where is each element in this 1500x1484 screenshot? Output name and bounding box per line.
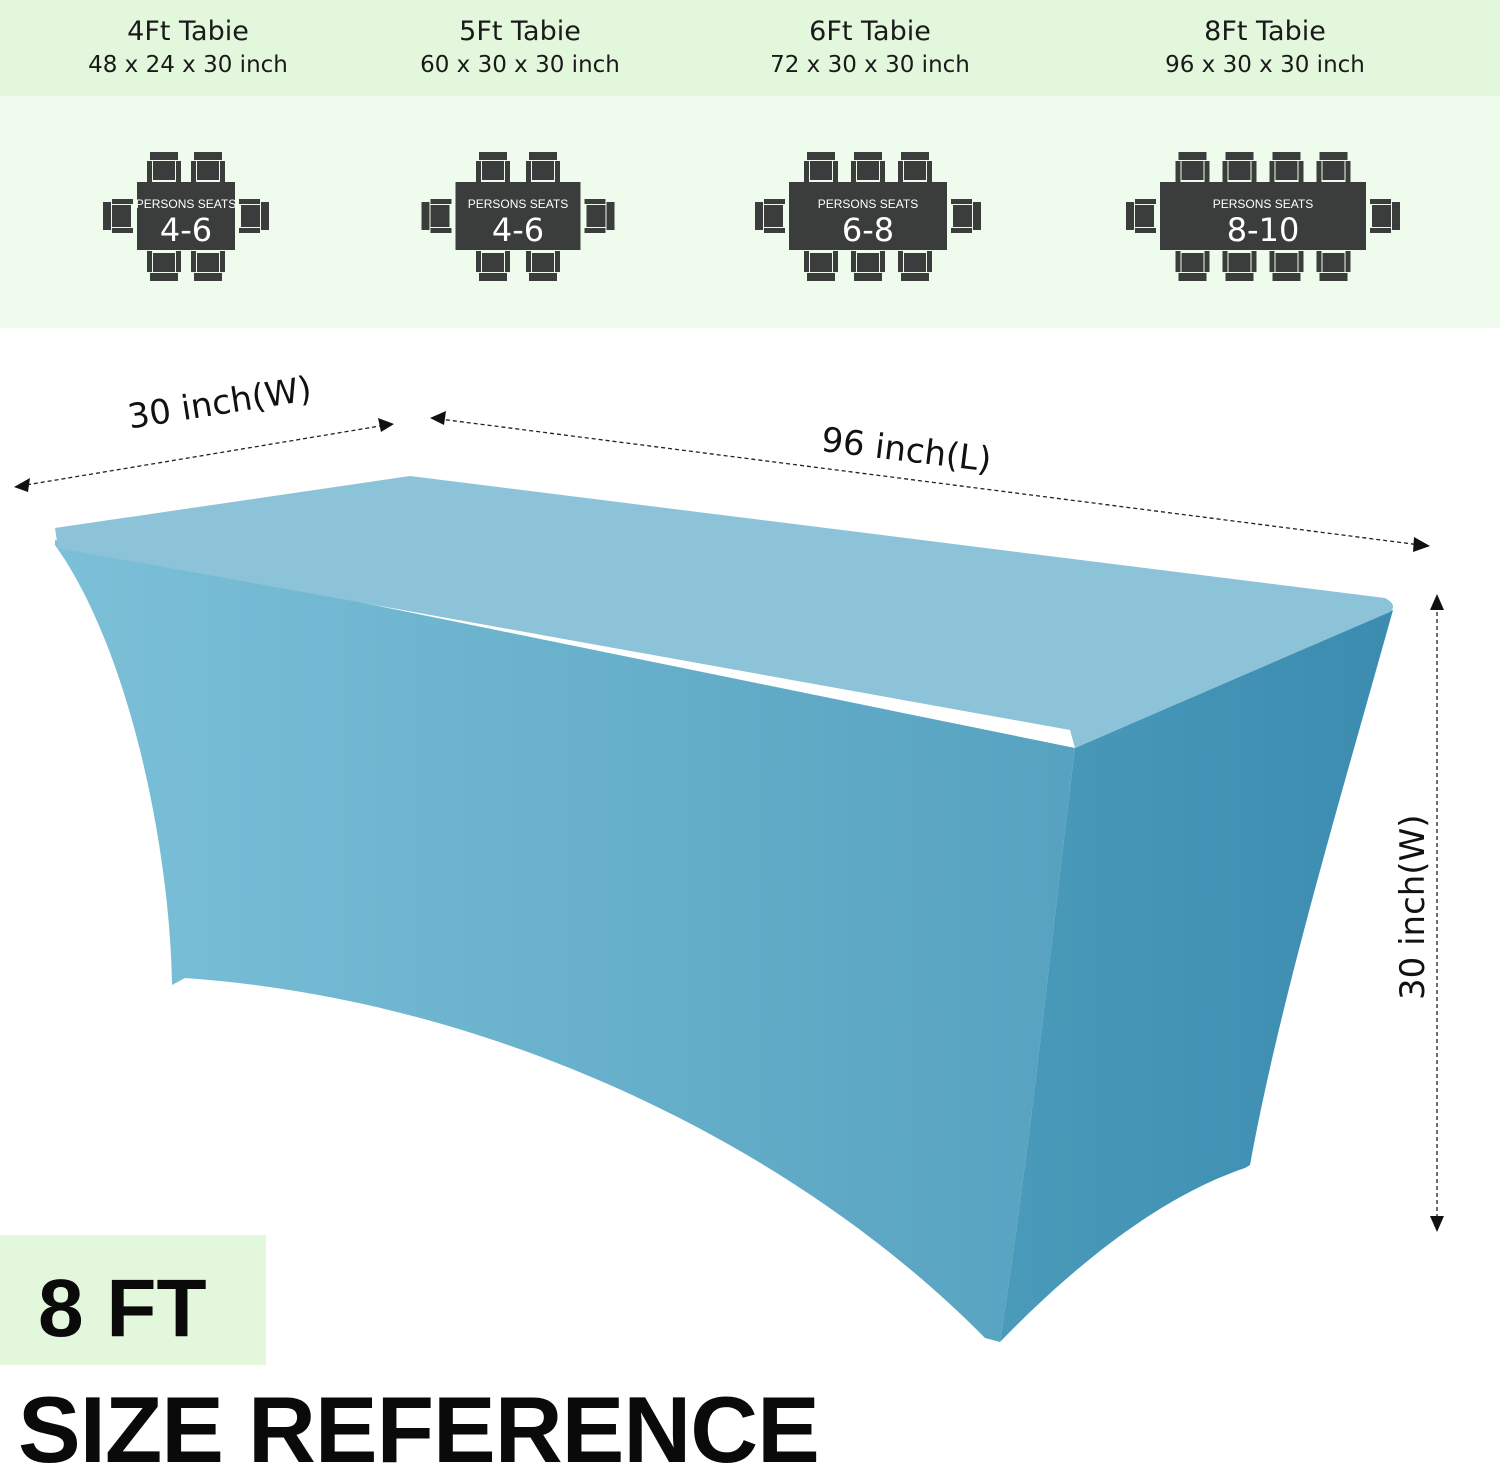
chair-icon: [804, 251, 838, 281]
chair-icon: [103, 199, 133, 233]
table-top-face: [55, 476, 1394, 748]
chair-icon: [526, 152, 560, 182]
chair-icon: [1175, 152, 1210, 182]
table-front-face: [55, 540, 1075, 1342]
table-icon: [455, 182, 581, 250]
seats-count: 4-6: [160, 211, 212, 249]
chair-icon: [1316, 152, 1351, 182]
size-6ft: 6Ft Tabie 72 x 30 x 30 inch: [720, 14, 1020, 80]
chair-icon: [1222, 152, 1257, 182]
seats-count: 4-6: [492, 211, 544, 249]
chair-icon: [1269, 152, 1304, 182]
chair-icon: [1126, 199, 1156, 233]
chair-icon: [191, 152, 225, 182]
chair-icon: [147, 251, 181, 281]
chair-icon: [804, 152, 838, 182]
size-badge-text: 8 FT: [38, 1263, 207, 1354]
chair-icon: [851, 251, 885, 281]
seats-label: PERSONS SEATS: [136, 197, 236, 211]
seats-count: 6-8: [842, 211, 894, 249]
height-dimension-label: 30 inch(W): [1393, 814, 1433, 1000]
size-title: 5Ft Tabie: [459, 16, 581, 47]
chair-icon: [584, 199, 615, 233]
header-band: [0, 0, 1500, 96]
chair-icon: [1370, 199, 1400, 233]
size-title: 4Ft Tabie: [127, 16, 249, 47]
chair-icon: [147, 152, 181, 182]
chair-icon: [526, 251, 560, 281]
size-5ft: 5Ft Tabie 60 x 30 x 30 inch: [370, 14, 670, 80]
size-title: 6Ft Tabie: [809, 16, 931, 47]
seats-label: PERSONS SEATS: [818, 197, 918, 211]
chair-icon: [191, 251, 225, 281]
size-badge: [0, 1235, 266, 1365]
size-dims: 48 x 24 x 30 inch: [88, 52, 288, 78]
chair-icon: [951, 199, 981, 233]
size-8ft: 8Ft Tabie 96 x 30 x 30 inch: [1115, 14, 1415, 80]
page-heading: SIZE REFERENCE: [18, 1377, 820, 1482]
seats-count: 8-10: [1227, 211, 1300, 249]
chair-icon: [476, 251, 510, 281]
size-title: 8Ft Tabie: [1204, 16, 1326, 47]
chair-icon: [421, 199, 452, 233]
chair-icon: [239, 199, 269, 233]
chair-icon: [851, 152, 885, 182]
size-4ft: 4Ft Tabie 48 x 24 x 30 inch: [38, 14, 338, 80]
table-side-face: [1000, 610, 1393, 1342]
chair-icon: [1175, 251, 1210, 281]
size-dims: 60 x 30 x 30 inch: [420, 52, 620, 78]
table-icon: [137, 182, 235, 250]
chair-icon: [1269, 251, 1304, 281]
chair-icon: [898, 251, 932, 281]
chair-icon: [1222, 251, 1257, 281]
table-icon: [789, 182, 947, 250]
seats-label: PERSONS SEATS: [1213, 197, 1313, 211]
chair-icon: [1316, 251, 1351, 281]
size-dims: 72 x 30 x 30 inch: [770, 52, 970, 78]
chair-icon: [755, 199, 785, 233]
chair-icon: [898, 152, 932, 182]
table-icon: [1160, 182, 1366, 250]
size-dims: 96 x 30 x 30 inch: [1165, 52, 1365, 78]
chair-icon: [476, 152, 510, 182]
seats-label: PERSONS SEATS: [468, 197, 568, 211]
